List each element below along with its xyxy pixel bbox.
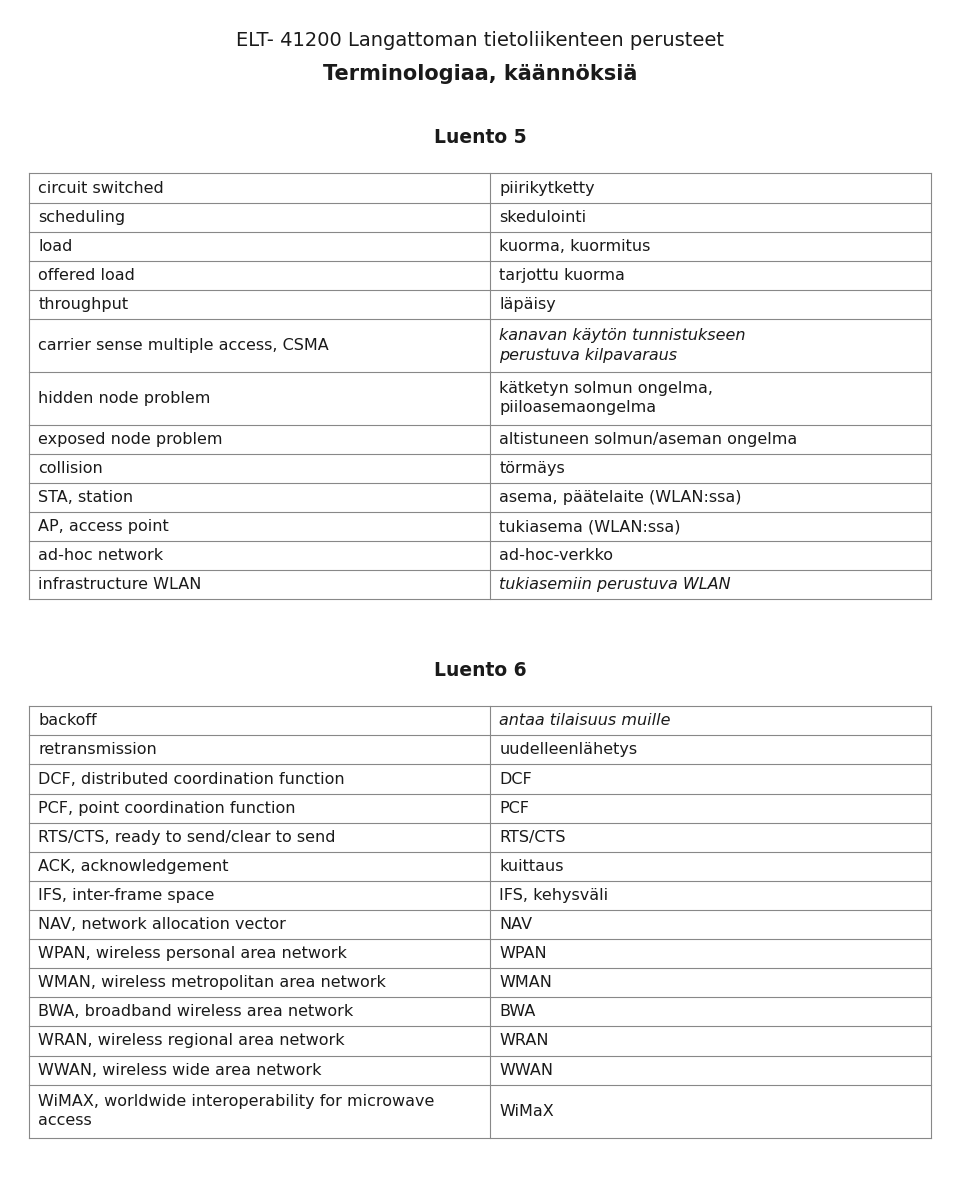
Text: kuittaus: kuittaus [499, 859, 564, 874]
Text: ACK, acknowledgement: ACK, acknowledgement [38, 859, 228, 874]
Text: hidden node problem: hidden node problem [38, 391, 211, 406]
Text: Terminologiaa, käännöksiä: Terminologiaa, käännöksiä [323, 64, 637, 84]
Text: kätketyn solmun ongelma,
piiloasemaongelma: kätketyn solmun ongelma, piiloasemaongel… [499, 381, 713, 416]
Text: piirikytketty: piirikytketty [499, 181, 595, 196]
Text: altistuneen solmun/aseman ongelma: altistuneen solmun/aseman ongelma [499, 431, 798, 447]
Text: WPAN, wireless personal area network: WPAN, wireless personal area network [38, 946, 348, 961]
Text: WWAN, wireless wide area network: WWAN, wireless wide area network [38, 1062, 322, 1078]
Text: infrastructure WLAN: infrastructure WLAN [38, 577, 202, 593]
Text: retransmission: retransmission [38, 742, 157, 758]
Text: Luento 6: Luento 6 [434, 661, 526, 680]
Text: ad-hoc network: ad-hoc network [38, 548, 163, 563]
Text: läpäisy: läpäisy [499, 297, 556, 312]
Text: RTS/CTS, ready to send/clear to send: RTS/CTS, ready to send/clear to send [38, 829, 336, 845]
Text: tukiasemiin perustuva WLAN: tukiasemiin perustuva WLAN [499, 577, 731, 593]
Text: PCF, point coordination function: PCF, point coordination function [38, 801, 296, 816]
Text: PCF: PCF [499, 801, 529, 816]
Text: WWAN: WWAN [499, 1062, 553, 1078]
Text: ELT- 41200 Langattoman tietoliikenteen perusteet: ELT- 41200 Langattoman tietoliikenteen p… [236, 31, 724, 50]
Text: offered load: offered load [38, 267, 135, 283]
Text: STA, station: STA, station [38, 489, 133, 505]
Text: WMAN: WMAN [499, 975, 552, 991]
Text: carrier sense multiple access, CSMA: carrier sense multiple access, CSMA [38, 337, 329, 353]
Text: antaa tilaisuus muille: antaa tilaisuus muille [499, 713, 671, 728]
Text: WiMaX: WiMaX [499, 1104, 554, 1119]
Text: WiMAX, worldwide interoperability for microwave
access: WiMAX, worldwide interoperability for mi… [38, 1094, 435, 1129]
Text: NAV: NAV [499, 917, 533, 933]
Text: WRAN: WRAN [499, 1034, 549, 1049]
Text: BWA: BWA [499, 1004, 536, 1019]
Text: load: load [38, 239, 73, 254]
Text: IFS, kehysväli: IFS, kehysväli [499, 887, 609, 903]
Text: kuorma, kuormitus: kuorma, kuormitus [499, 239, 651, 254]
Text: scheduling: scheduling [38, 209, 126, 225]
Text: IFS, inter-frame space: IFS, inter-frame space [38, 887, 215, 903]
Text: Luento 5: Luento 5 [434, 128, 526, 147]
Text: NAV, network allocation vector: NAV, network allocation vector [38, 917, 286, 933]
Text: DCF: DCF [499, 771, 532, 786]
Text: collision: collision [38, 461, 103, 476]
Text: exposed node problem: exposed node problem [38, 431, 223, 447]
Text: tukiasema (WLAN:ssa): tukiasema (WLAN:ssa) [499, 519, 681, 535]
Text: asema, päätelaite (WLAN:ssa): asema, päätelaite (WLAN:ssa) [499, 489, 742, 505]
Text: BWA, broadband wireless area network: BWA, broadband wireless area network [38, 1004, 353, 1019]
Text: AP, access point: AP, access point [38, 519, 169, 535]
Text: kanavan käytön tunnistukseen
perustuva kilpavaraus: kanavan käytön tunnistukseen perustuva k… [499, 328, 746, 362]
Text: WMAN, wireless metropolitan area network: WMAN, wireless metropolitan area network [38, 975, 386, 991]
Text: WRAN, wireless regional area network: WRAN, wireless regional area network [38, 1034, 345, 1049]
Text: DCF, distributed coordination function: DCF, distributed coordination function [38, 771, 345, 786]
Text: uudelleenlähetys: uudelleenlähetys [499, 742, 637, 758]
Text: ad-hoc-verkko: ad-hoc-verkko [499, 548, 613, 563]
Text: throughput: throughput [38, 297, 129, 312]
Text: RTS/CTS: RTS/CTS [499, 829, 565, 845]
Text: törmäys: törmäys [499, 461, 564, 476]
Text: backoff: backoff [38, 713, 97, 728]
Text: circuit switched: circuit switched [38, 181, 164, 196]
Text: skedulointi: skedulointi [499, 209, 587, 225]
Text: WPAN: WPAN [499, 946, 547, 961]
Text: tarjottu kuorma: tarjottu kuorma [499, 267, 625, 283]
